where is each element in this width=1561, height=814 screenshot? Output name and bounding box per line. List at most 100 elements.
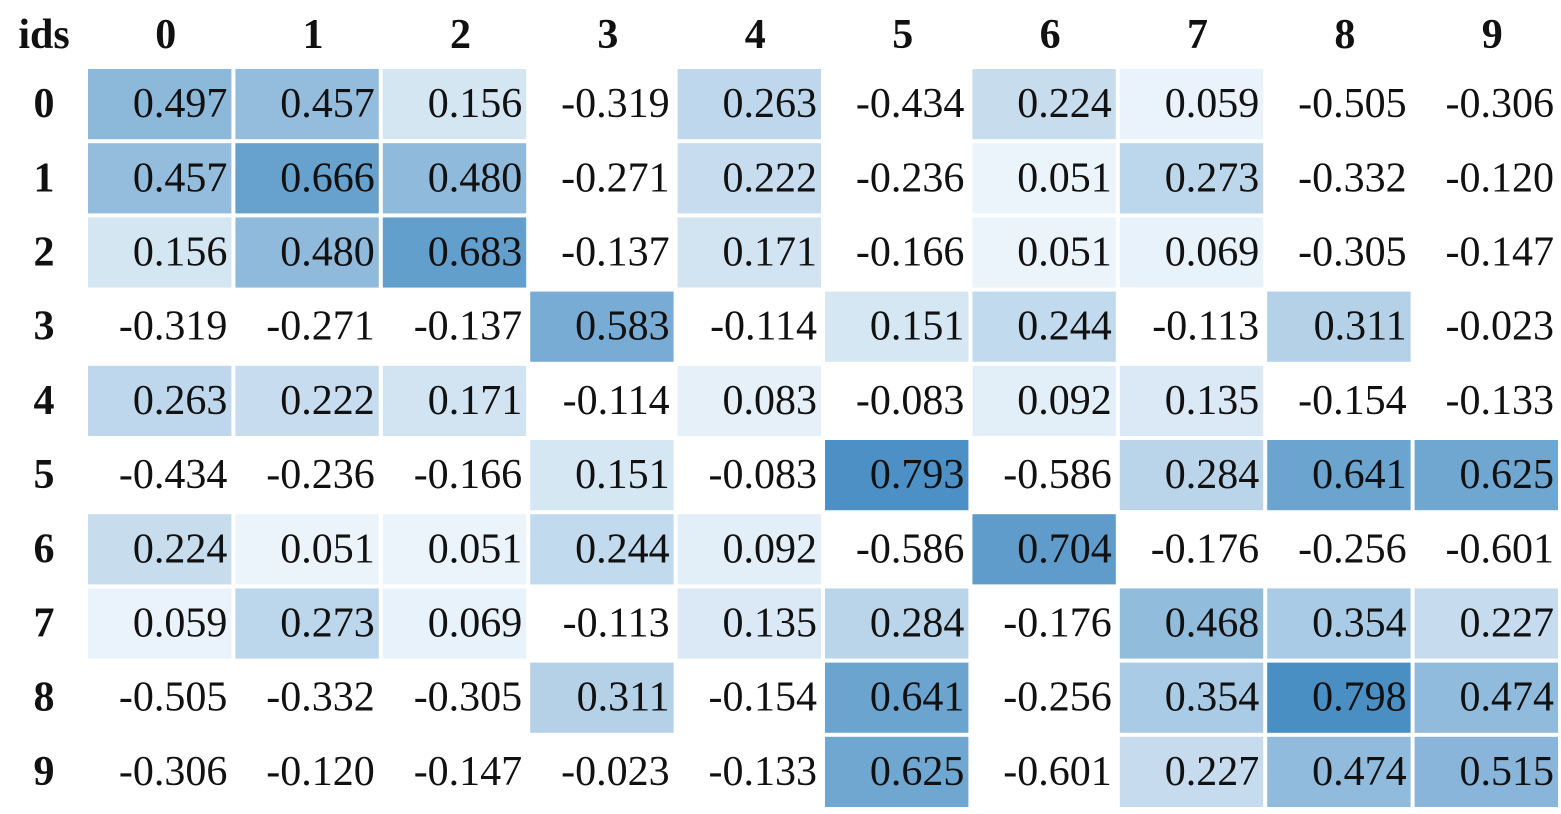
cell-value-label: -0.114 <box>563 378 670 424</box>
cell-value-label: 0.354 <box>1165 675 1260 721</box>
heatmap-cell <box>1267 514 1411 585</box>
heatmap-cell <box>382 143 527 214</box>
cell-value-label: -0.271 <box>266 304 375 350</box>
column-header: 4 <box>745 12 766 58</box>
cell-value-label: -0.133 <box>1446 378 1555 424</box>
heatmap-cell <box>1119 440 1264 511</box>
cell-value-label: 0.092 <box>1017 378 1112 424</box>
heatmap-cell <box>530 662 674 733</box>
heatmap-cell <box>235 736 379 807</box>
heatmap-cell <box>972 69 1116 140</box>
heatmap-cell <box>530 291 674 362</box>
heatmap-cell <box>235 143 379 214</box>
cell-value-label: 0.083 <box>723 378 818 424</box>
cell-value-label: 0.273 <box>280 601 375 647</box>
heatmap-cell <box>1414 662 1558 733</box>
heatmap-cell <box>825 291 969 362</box>
column-header: 7 <box>1187 12 1208 58</box>
heatmap-cell <box>88 217 232 288</box>
cell-value-label: 0.263 <box>723 81 818 127</box>
cell-value-label: 0.092 <box>723 526 818 572</box>
heatmap-cell <box>677 69 821 140</box>
heatmap-cell <box>1414 365 1558 436</box>
cell-value-label: -0.271 <box>561 155 670 201</box>
heatmap-cell <box>88 440 232 511</box>
heatmap-cell <box>1267 143 1411 214</box>
cell-value-label: -0.154 <box>709 675 818 721</box>
heatmap-cell <box>382 736 527 807</box>
cell-value-label: -0.586 <box>1003 452 1112 498</box>
cell-value-label: 0.227 <box>1165 749 1260 795</box>
heatmap-cell <box>1267 440 1411 511</box>
cell-value-label: 0.224 <box>1017 81 1112 127</box>
heatmap-cell <box>1414 440 1558 511</box>
cell-value-label: 0.059 <box>1165 81 1260 127</box>
heatmap-cell <box>972 143 1116 214</box>
heatmap-cell <box>677 365 821 436</box>
cell-value-label: 0.354 <box>1312 601 1407 647</box>
cell-value-label: 0.515 <box>1460 749 1555 795</box>
heatmap-cell <box>382 69 527 140</box>
heatmap-cell <box>235 440 379 511</box>
heatmap-cell <box>1414 514 1558 585</box>
heatmap-cell <box>677 291 821 362</box>
heatmap-cell <box>972 514 1116 585</box>
heatmap-cell <box>825 143 969 214</box>
cell-value-label: 0.798 <box>1312 675 1407 721</box>
heatmap-cell <box>235 217 379 288</box>
heatmap-cell <box>677 588 821 659</box>
cell-value-label: 0.625 <box>1460 452 1555 498</box>
cell-value-label: 0.151 <box>575 452 670 498</box>
cell-value-label: 0.625 <box>870 749 965 795</box>
heatmap-cell <box>825 440 969 511</box>
heatmap-cell <box>88 365 232 436</box>
cell-value-label: 0.156 <box>428 81 523 127</box>
heatmap-cell <box>382 365 527 436</box>
heatmap-cell <box>1414 217 1558 288</box>
cell-value-label: 0.474 <box>1460 675 1555 721</box>
heatmap-cell <box>972 291 1116 362</box>
heatmap-cell <box>1119 365 1264 436</box>
cell-value-label: -0.176 <box>1003 601 1112 647</box>
column-header: 6 <box>1040 12 1061 58</box>
heatmap-cell <box>1414 291 1558 362</box>
column-header: 9 <box>1482 12 1503 58</box>
cell-value-label: 0.311 <box>1314 304 1407 350</box>
cell-value-label: 0.641 <box>1312 452 1407 498</box>
heatmap-cell <box>1267 217 1411 288</box>
cell-value-label: 0.051 <box>280 526 375 572</box>
heatmap-cell <box>1267 365 1411 436</box>
column-header: 0 <box>155 12 176 58</box>
cell-value-label: -0.305 <box>1298 230 1407 276</box>
cell-value-label: 0.069 <box>1165 230 1260 276</box>
cell-value-label: 0.497 <box>133 81 228 127</box>
heatmap-cell <box>88 69 232 140</box>
heatmap-cell <box>825 736 969 807</box>
cell-value-label: -0.166 <box>856 230 965 276</box>
heatmap-cell <box>235 69 379 140</box>
row-header: 0 <box>34 81 55 127</box>
row-header: 4 <box>34 378 55 424</box>
row-header: 3 <box>34 304 55 350</box>
heatmap-cell <box>1119 143 1264 214</box>
cell-value-label: 0.583 <box>575 304 670 350</box>
cell-value-label: -0.505 <box>1298 81 1407 127</box>
cell-value-label: 0.704 <box>1017 526 1112 572</box>
heatmap-cell <box>530 736 674 807</box>
cell-value-label: 0.051 <box>428 526 523 572</box>
cell-value-label: 0.457 <box>280 81 375 127</box>
heatmap-cell <box>677 217 821 288</box>
cell-value-label: -0.137 <box>561 230 670 276</box>
cell-value-label: -0.332 <box>1298 155 1407 201</box>
cell-value-label: -0.137 <box>414 304 523 350</box>
row-header: 5 <box>34 452 55 498</box>
heatmap-cell <box>382 662 527 733</box>
heatmap-cell <box>1119 736 1264 807</box>
cell-value-label: -0.586 <box>856 526 965 572</box>
column-header: 5 <box>892 12 913 58</box>
heatmap-cell <box>972 365 1116 436</box>
cell-value-label: -0.147 <box>414 749 523 795</box>
cell-value-label: -0.306 <box>1446 81 1555 127</box>
cell-value-label: -0.306 <box>119 749 228 795</box>
